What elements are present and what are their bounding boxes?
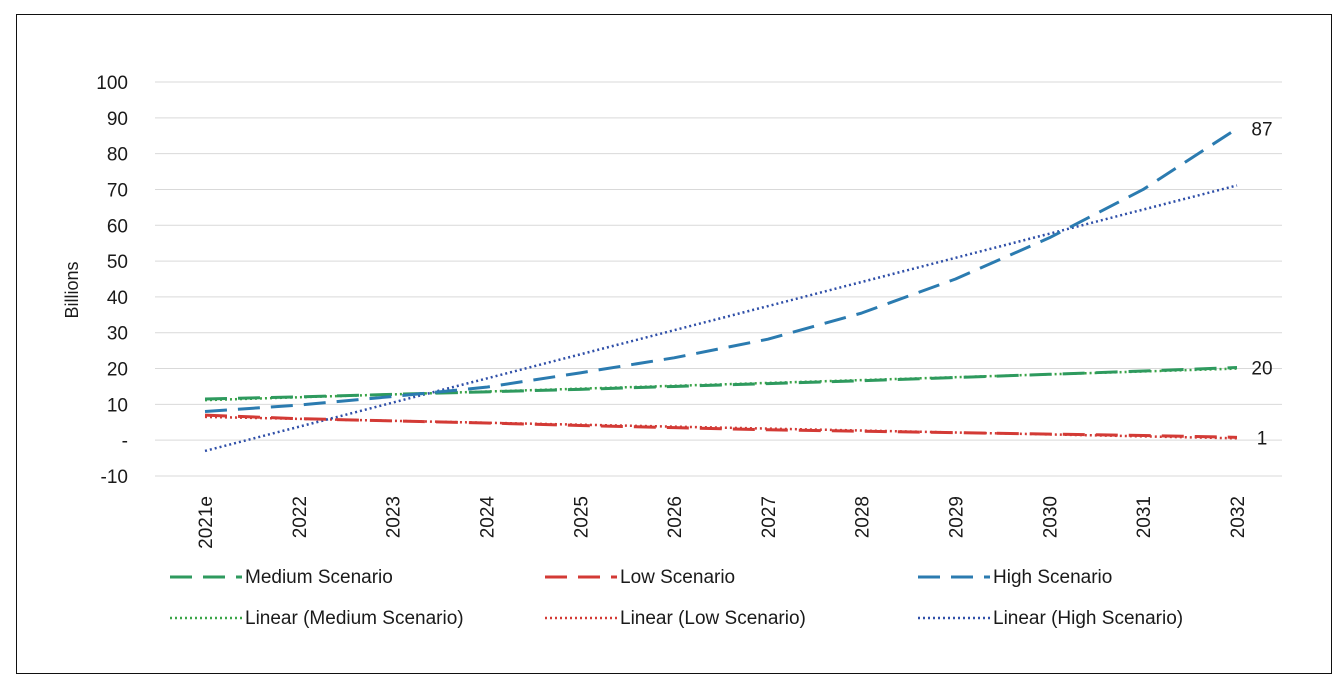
series-line-high-scenario bbox=[204, 127, 1238, 414]
y-tick-label: -10 bbox=[101, 467, 128, 488]
y-tick-label: 40 bbox=[107, 288, 128, 309]
y-tick-label: 70 bbox=[107, 180, 128, 201]
legend-label-low-scenario: Low Scenario bbox=[620, 567, 735, 588]
y-axis-title: Billions bbox=[62, 261, 82, 318]
y-tick-label: 10 bbox=[107, 395, 128, 416]
end-label-medium-scenario: 20 bbox=[1251, 358, 1272, 379]
chart-frame bbox=[16, 14, 1332, 674]
x-tick-label: 2024 bbox=[477, 496, 498, 539]
y-tick-label: 60 bbox=[107, 216, 128, 237]
y-tick-label: 30 bbox=[107, 324, 128, 345]
legend-label-high-scenario: High Scenario bbox=[993, 567, 1112, 588]
legend-label-linear-high-scenario: Linear (High Scenario) bbox=[993, 608, 1183, 629]
x-tick-label: 2032 bbox=[1228, 496, 1249, 538]
x-axis-ticks: 2021e 2022 2023 2024 2025 2026 2027 2028 2029 203… bbox=[196, 496, 1249, 549]
end-label-low-scenario: 1 bbox=[1257, 428, 1268, 449]
legend-label-linear-low-scenario: Linear (Low Scenario) bbox=[620, 608, 806, 629]
x-tick-label: 2023 bbox=[384, 496, 405, 538]
x-tick-label: 2027 bbox=[759, 496, 780, 538]
y-tick-label: 80 bbox=[107, 145, 128, 166]
x-tick-label: 2031 bbox=[1134, 496, 1155, 538]
x-tick-label: 2021e bbox=[196, 496, 217, 549]
end-labels: 87 20 1 bbox=[1251, 120, 1272, 450]
y-tick-label: 20 bbox=[107, 360, 128, 381]
y-tick-label: 50 bbox=[107, 252, 128, 273]
x-tick-label: 2022 bbox=[290, 496, 311, 538]
x-tick-label: 2028 bbox=[853, 496, 874, 538]
x-tick-label: 2026 bbox=[665, 496, 686, 538]
x-tick-label: 2029 bbox=[947, 496, 968, 538]
legend-label-medium-scenario: Medium Scenario bbox=[245, 567, 393, 588]
legend-label-linear-medium-scenario: Linear (Medium Scenario) bbox=[245, 608, 464, 629]
data-series bbox=[204, 127, 1238, 439]
x-tick-label: 2030 bbox=[1040, 496, 1061, 538]
x-tick-label: 2025 bbox=[571, 496, 592, 538]
gridlines bbox=[155, 81, 1282, 477]
legend: Medium Scenario Low Scenario High Scenario… bbox=[170, 567, 1183, 629]
end-label-high-scenario: 87 bbox=[1251, 120, 1272, 141]
series-line-medium-scenario bbox=[204, 365, 1238, 401]
series-line-low-scenario bbox=[204, 413, 1238, 439]
y-tick-label: 90 bbox=[107, 109, 128, 130]
y-tick-label: - bbox=[122, 431, 128, 452]
y-tick-label: 100 bbox=[96, 73, 128, 94]
